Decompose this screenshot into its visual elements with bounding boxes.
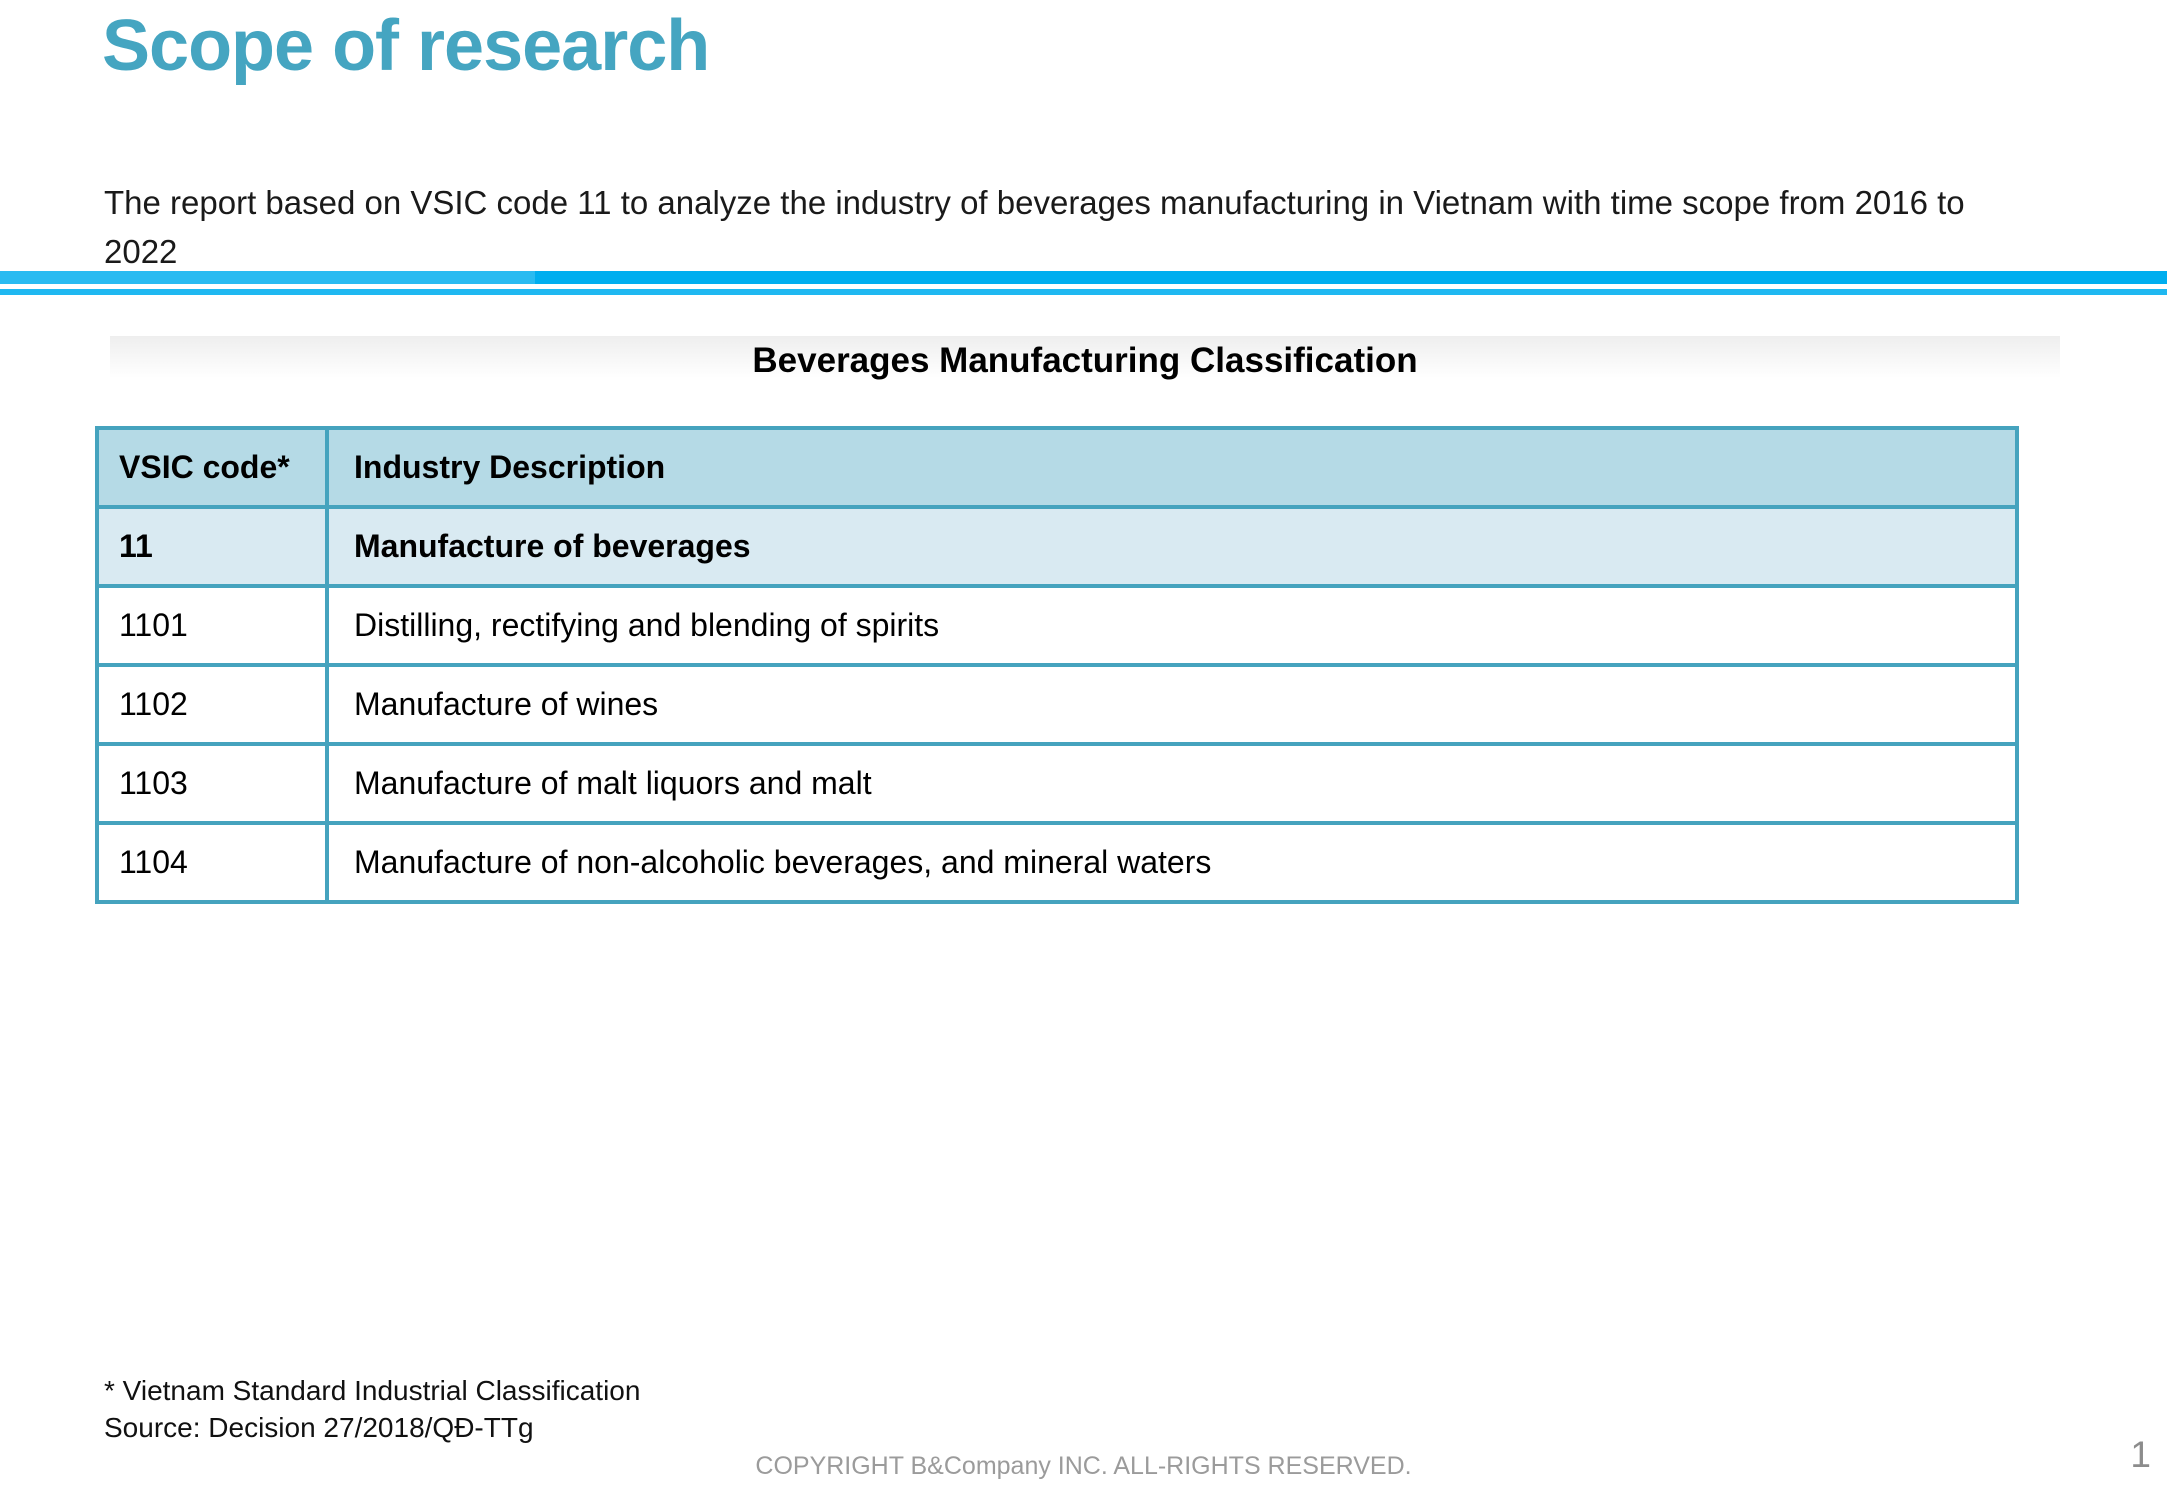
industry-description-cell: Manufacture of non-alcoholic beverages, … [325, 821, 2019, 904]
page-number: 1 [2130, 1434, 2151, 1475]
table-row: 1104 Manufacture of non-alcoholic beverag… [95, 821, 2019, 904]
table-row: 11 Manufacture of beverages [95, 505, 2019, 588]
footnotes: * Vietnam Standard Industrial Classifica… [104, 1372, 640, 1446]
divider-thick [0, 271, 2167, 284]
industry-description-cell: Manufacture of malt liquors and malt [325, 742, 2019, 825]
divider-thick-light-segment [0, 271, 535, 284]
page-title: Scope of research [102, 6, 710, 86]
footer-copyright: COPYRIGHT B&Company INC. ALL-RIGHTS RESE… [755, 1452, 1412, 1480]
industry-description-cell: Distilling, rectifying and blending of s… [325, 584, 2019, 667]
vsic-code-cell: 1103 [95, 742, 329, 825]
column-header-industry-description: Industry Description [325, 426, 2019, 509]
table-header: VSIC code* Industry Description [95, 426, 2019, 509]
vsic-code-cell: 1104 [95, 821, 329, 904]
industry-description-cell: Manufacture of beverages [325, 505, 2019, 588]
classification-table-body: 11 Manufacture of beverages 1101 Distilling… [95, 505, 2019, 904]
table-header-row: VSIC code* Industry Description [95, 426, 2019, 509]
classification-table-container: VSIC code* Industry Description 11 Manufa… [95, 426, 2019, 904]
table-row: 1101 Distilling, rectifying and blending … [95, 584, 2019, 667]
vsic-code-cell: 1102 [95, 663, 329, 746]
table-row: 1102 Manufacture of wines [95, 663, 2019, 746]
classification-table: VSIC code* Industry Description 11 Manufa… [95, 426, 2019, 904]
divider-thin [0, 289, 2167, 295]
column-header-vsic-code: VSIC code* [95, 426, 329, 509]
intro-text: The report based on VSIC code 11 to anal… [104, 184, 1965, 270]
section-title: Beverages Manufacturing Classification [752, 341, 1418, 380]
footnote-asterisk: * Vietnam Standard Industrial Classifica… [104, 1375, 641, 1406]
section-title-band: Beverages Manufacturing Classification [110, 336, 2060, 386]
table-row: 1103 Manufacture of malt liquors and malt [95, 742, 2019, 825]
vsic-code-cell: 11 [95, 505, 329, 588]
footnote-source: Source: Decision 27/2018/QĐ-TTg [104, 1412, 534, 1443]
industry-description-cell: Manufacture of wines [325, 663, 2019, 746]
vsic-code-cell: 1101 [95, 584, 329, 667]
